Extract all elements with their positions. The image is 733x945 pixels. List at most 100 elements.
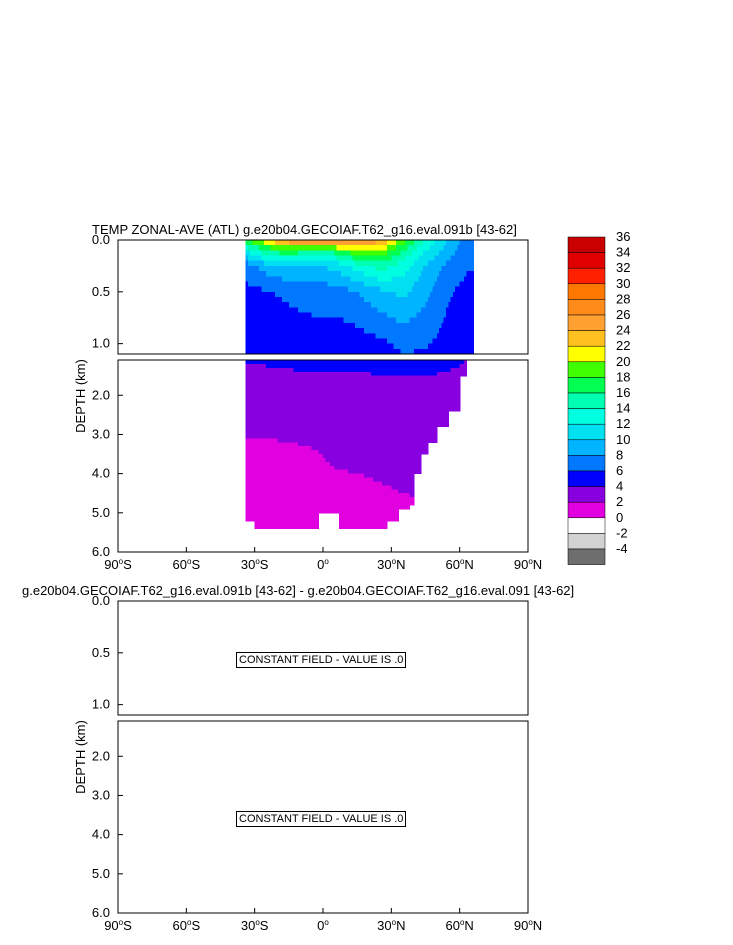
- field-cell: [318, 497, 322, 502]
- field-cell: [245, 422, 249, 428]
- field-cell: [307, 426, 310, 432]
- field-cell: [389, 477, 392, 483]
- field-cell: [272, 387, 276, 392]
- field-cell: [379, 328, 383, 334]
- field-cell: [247, 317, 251, 324]
- field-cell: [450, 265, 454, 272]
- field-cell: [297, 297, 301, 303]
- field-cell: [414, 297, 417, 303]
- field-cell: [261, 446, 265, 451]
- field-cell: [334, 395, 338, 400]
- field-cell: [293, 371, 297, 377]
- field-cell: [366, 516, 370, 522]
- field-cell: [336, 410, 340, 416]
- field-cell: [268, 407, 272, 412]
- field-cell: [389, 399, 392, 404]
- field-cell: [323, 375, 326, 381]
- field-cell: [297, 457, 301, 463]
- field-cell: [286, 307, 290, 314]
- field-cell: [323, 322, 326, 329]
- field-cell: [334, 363, 338, 369]
- field-cell: [329, 328, 333, 334]
- field-cell: [329, 489, 333, 494]
- field-cell: [448, 328, 452, 334]
- field-cell: [304, 528, 308, 530]
- field-cell: [373, 271, 376, 277]
- field-cell: [300, 450, 304, 455]
- field-cell: [295, 302, 299, 308]
- field-cell: [391, 399, 395, 404]
- field-cell: [336, 387, 340, 392]
- field-cell: [414, 271, 417, 277]
- field-cell: [361, 520, 365, 526]
- field-cell: [259, 457, 263, 463]
- field-cell: [297, 395, 301, 400]
- field-cell: [461, 317, 465, 324]
- field-cell: [320, 375, 324, 381]
- field-cell: [325, 391, 329, 396]
- field-cell: [427, 245, 431, 251]
- field-cell: [418, 322, 422, 329]
- field-cell: [291, 383, 294, 389]
- field-cell: [293, 245, 297, 251]
- field-cell: [282, 255, 285, 262]
- field-cell: [313, 328, 317, 334]
- field-cell: [350, 375, 354, 381]
- field-cell: [364, 501, 367, 506]
- field-cell: [434, 348, 438, 354]
- field-cell: [370, 450, 374, 455]
- field-cell: [338, 516, 342, 522]
- field-cell: [384, 493, 388, 498]
- field-cell: [311, 516, 315, 522]
- field-cell: [375, 410, 379, 416]
- field-cell: [402, 338, 406, 345]
- field-cell: [295, 265, 299, 272]
- field-cell: [325, 497, 329, 502]
- field-cell: [382, 414, 386, 420]
- field-cell: [254, 379, 258, 385]
- field-cell: [357, 317, 361, 324]
- field-cell: [268, 348, 272, 354]
- field-cell: [286, 286, 290, 293]
- field-cell: [354, 399, 358, 404]
- field-cell: [316, 375, 320, 381]
- field-cell: [430, 317, 433, 324]
- field-cell: [252, 271, 256, 277]
- field-cell: [350, 360, 354, 365]
- field-cell: [389, 255, 392, 262]
- field-cell: [286, 516, 290, 522]
- field-cell: [245, 328, 249, 334]
- field-cell: [254, 328, 258, 334]
- field-cell: [307, 375, 310, 381]
- field-cell: [272, 271, 276, 277]
- field-cell: [361, 446, 365, 451]
- field-cell: [302, 450, 306, 455]
- field-cell: [277, 291, 281, 298]
- field-cell: [359, 360, 363, 365]
- field-cell: [398, 271, 402, 277]
- field-cell: [320, 407, 324, 412]
- field-cell: [336, 504, 340, 510]
- field-cell: [250, 250, 253, 257]
- field-cell: [318, 348, 322, 354]
- field-cell: [418, 312, 422, 319]
- field-cell: [288, 497, 292, 502]
- field-cell: [398, 302, 402, 308]
- field-cell: [279, 493, 283, 498]
- field-cell: [384, 414, 388, 420]
- field-cell: [302, 371, 306, 377]
- field-cell: [254, 363, 258, 369]
- field-cell: [409, 245, 413, 251]
- field-cell: [379, 250, 383, 257]
- field-cell: [384, 317, 388, 324]
- field-cell: [282, 410, 285, 416]
- field-cell: [297, 375, 301, 381]
- field-cell: [329, 291, 333, 298]
- field-cell: [384, 473, 388, 479]
- field-cell: [250, 343, 253, 350]
- field-cell: [250, 520, 253, 522]
- field-cell: [395, 322, 399, 329]
- field-cell: [247, 343, 251, 350]
- field-cell: [320, 493, 324, 498]
- field-cell: [443, 338, 447, 345]
